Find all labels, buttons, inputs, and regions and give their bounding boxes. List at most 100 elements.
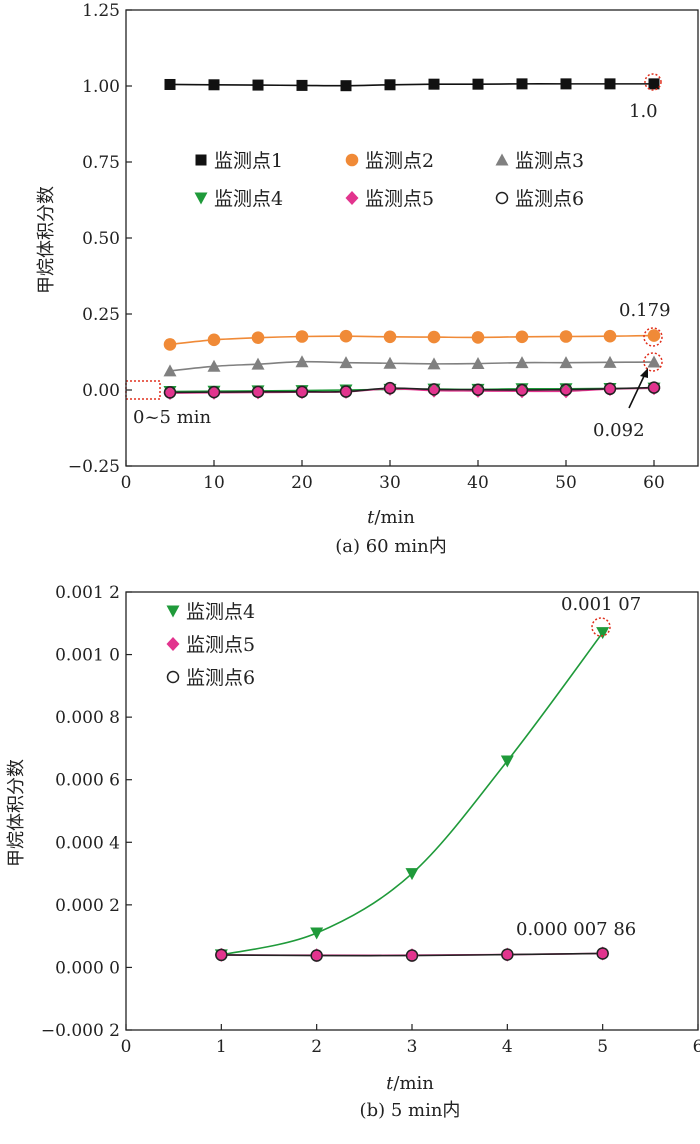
annotation-0.00107: 0.001 07 (561, 594, 641, 615)
panel-b-legend: 监测点4 监测点5 监测点6 (166, 601, 255, 689)
data-point (427, 357, 441, 370)
panel-b-caption: (b) 5 min内 (360, 1100, 461, 1121)
panel-a-x-axis-title: t/min (367, 507, 415, 528)
panel-a-x-axis-variable: t (367, 507, 375, 528)
y-tick-label: 0.000 2 (55, 896, 120, 916)
panel-b-x-axis-variable: t (386, 1073, 394, 1094)
panel-b-y-axis-title: 甲烷体积分数 (6, 759, 27, 867)
data-point (559, 356, 573, 369)
y-tick-label: −0.25 (68, 457, 120, 477)
panel-a: 0 10 20 30 40 50 60 1.25 1.00 0.75 0.50 0.25 0.00 −0.… (36, 1, 699, 557)
data-point (559, 330, 573, 343)
x-tick-label: 50 (555, 473, 577, 493)
legend-marker (345, 191, 359, 205)
annotation-1.0: 1.0 (629, 101, 658, 122)
data-point (603, 329, 617, 343)
y-tick-label: 0.75 (82, 153, 120, 173)
data-point (207, 359, 221, 372)
data-point (251, 385, 265, 399)
legend-entry-series-6: 监测点6 (495, 188, 584, 210)
data-point (163, 386, 177, 399)
data-point (310, 927, 324, 940)
y-tick-label: 0.000 8 (55, 708, 120, 728)
annotation-0-5min: 0~5 min (133, 407, 212, 428)
panel-a-y-axis-title: 甲烷体积分数 (36, 186, 57, 294)
data-point (251, 357, 265, 370)
data-point (515, 330, 529, 344)
data-point (472, 78, 484, 90)
highlight-circle-b-0.00107 (591, 617, 611, 637)
data-point (207, 333, 221, 347)
data-point (383, 381, 397, 395)
legend-label-series-1: 监测点1 (214, 150, 283, 172)
data-point (295, 330, 309, 343)
series-line (169, 360, 655, 372)
data-point (295, 355, 309, 368)
data-point (384, 79, 396, 91)
x-tick-label: 6 (693, 1037, 700, 1057)
legend-marker (495, 153, 509, 166)
x-tick-label: 0 (121, 473, 132, 493)
legend-marker (495, 191, 509, 205)
annotation-arrow-line (628, 373, 646, 409)
data-point (596, 947, 609, 960)
panel-b-x-axis-unit: /min (393, 1073, 434, 1094)
highlight-circle-0.092 (643, 352, 663, 372)
data-point (471, 331, 485, 344)
data-point (251, 331, 265, 345)
legend-label-b-series-4: 监测点4 (186, 601, 255, 623)
legend-label-series-6: 监测点6 (515, 188, 584, 210)
panel-a-plot-frame (125, 9, 699, 467)
highlight-circle-1 (644, 73, 662, 91)
panel-b-x-axis-title: t/min (386, 1073, 434, 1094)
y-tick-label: 0.00 (82, 381, 120, 401)
legend-label-b-series-6: 监测点6 (186, 667, 255, 689)
panel-b-tick-labels: 0 1 2 3 4 5 6 0.001 2 0.001 0 0.000 8 0.000 6 0.000… (41, 583, 700, 1057)
y-tick-label: 0.25 (82, 305, 120, 325)
legend-entry-b-series-6: 监测点6 (166, 667, 255, 689)
x-tick-label: 30 (379, 473, 401, 493)
series-line (221, 632, 604, 956)
panel-a-series-markers (163, 78, 661, 401)
data-point (295, 385, 309, 399)
annotation-0.092: 0.092 (593, 420, 645, 441)
panel-b-annotations: 0.001 07 0.000 007 86 (516, 594, 641, 940)
panel-b-plot-frame (125, 591, 699, 1031)
data-point (207, 385, 221, 399)
legend-entry-series-5: 监测点5 (345, 188, 434, 210)
highlight-box-0-5min (125, 380, 161, 400)
data-point (647, 381, 661, 394)
panel-a-annotations: 1.0 0.179 0.092 0~5 min (125, 73, 671, 441)
data-point (427, 330, 441, 344)
y-tick-label: 0.001 2 (55, 583, 120, 603)
x-tick-label: 1 (216, 1037, 227, 1057)
data-point (208, 79, 220, 91)
data-point (596, 627, 610, 640)
legend-marker (166, 605, 180, 618)
annotation-0.179: 0.179 (619, 300, 671, 321)
legend-entry-b-series-4: 监测点4 (166, 601, 255, 623)
data-point (647, 355, 661, 368)
y-tick-label: 0.001 0 (55, 646, 120, 666)
legend-entry-series-2: 监测点2 (345, 150, 434, 172)
legend-entry-series-3: 监测点3 (495, 150, 584, 172)
data-point (515, 383, 529, 397)
x-tick-label: 2 (311, 1037, 322, 1057)
panel-a-legend: 监测点1 监测点2 监测点3 监测点4 监测点5 监测点6 (194, 150, 584, 210)
panel-b: 0 1 2 3 4 5 6 0.001 2 0.001 0 0.000 8 0.000 6 0.000… (6, 583, 700, 1121)
legend-marker (195, 154, 207, 166)
data-point (427, 383, 441, 396)
panel-b-series-lines (221, 632, 604, 957)
y-tick-label: 1.25 (82, 1, 120, 21)
panel-a-caption: (a) 60 min内 (335, 536, 447, 557)
data-point (428, 78, 440, 90)
legend-entry-series-1: 监测点1 (195, 150, 283, 172)
data-point (340, 80, 352, 92)
data-point (383, 330, 397, 344)
legend-label-series-3: 监测点3 (515, 150, 584, 172)
legend-marker (166, 637, 180, 651)
y-tick-label: 0.000 4 (55, 833, 120, 853)
y-tick-label: −0.000 2 (41, 1021, 120, 1041)
panel-a-tick-labels: 0 10 20 30 40 50 60 1.25 1.00 0.75 0.50 0.25 0.00 −0.… (68, 1, 665, 493)
